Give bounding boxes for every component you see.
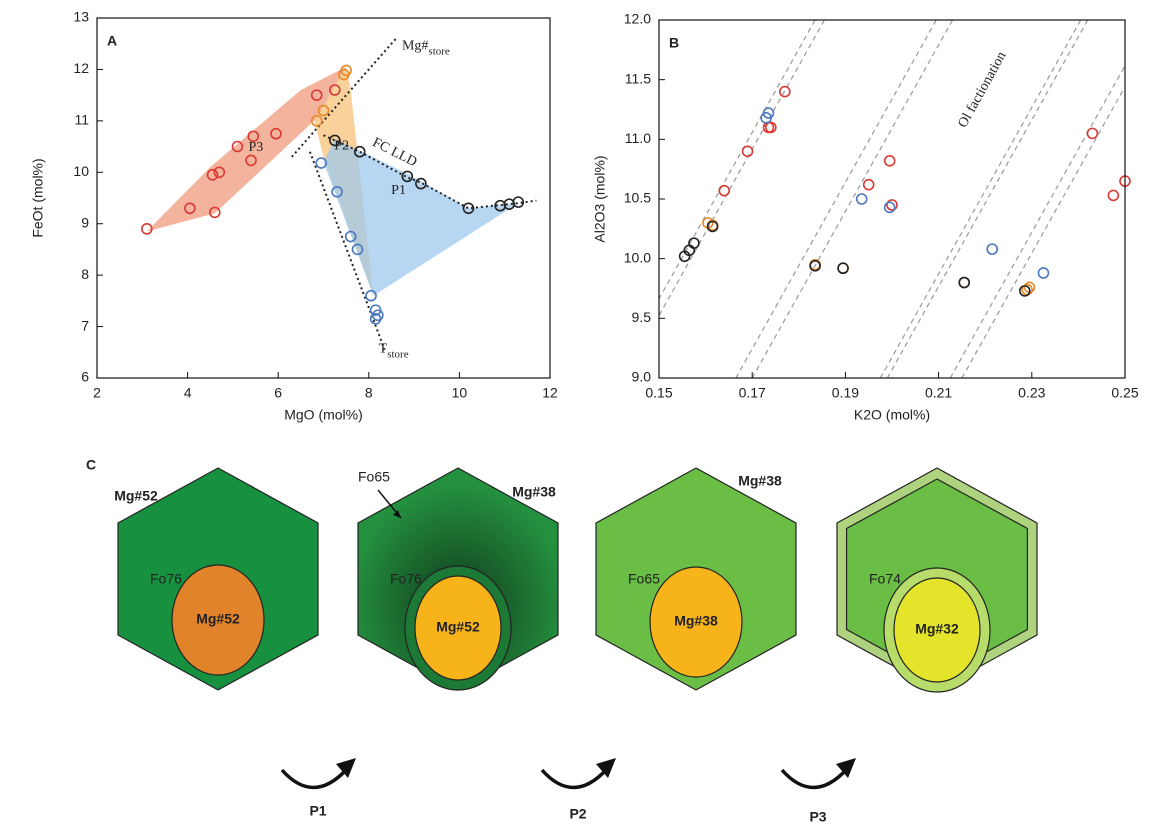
data-point bbox=[987, 244, 997, 254]
x-axis-label: MgO (mol%) bbox=[284, 407, 363, 423]
core-label: Mg#32 bbox=[915, 621, 959, 637]
y-tick-label: 12.0 bbox=[624, 11, 651, 27]
y-tick-label: 7 bbox=[81, 317, 89, 333]
rim-label: Fo65 bbox=[358, 469, 390, 485]
line-label: Mg#store bbox=[402, 39, 450, 57]
y-tick-label: 12 bbox=[73, 60, 89, 76]
y-tick-label: 13 bbox=[73, 9, 89, 25]
x-tick-label: 0.25 bbox=[1111, 385, 1138, 401]
x-tick-label: 4 bbox=[184, 385, 192, 401]
y-tick-label: 9 bbox=[81, 214, 89, 230]
data-point bbox=[885, 202, 895, 212]
data-point bbox=[838, 263, 848, 273]
region-label: P3 bbox=[249, 140, 264, 155]
data-point bbox=[1038, 268, 1048, 278]
region bbox=[147, 67, 346, 232]
data-point bbox=[743, 146, 753, 156]
x-tick-label: 6 bbox=[274, 385, 282, 401]
region bbox=[324, 139, 519, 296]
core-label: Mg#38 bbox=[674, 613, 718, 629]
plot: 0.15 0.17 0.19 0.21 0.23 0.25 9.0 9.5 10.0 10.5 11… bbox=[592, 11, 1154, 423]
region-label: P1 bbox=[391, 183, 406, 198]
y-tick-label: 6 bbox=[81, 369, 89, 385]
line-label: Tstore bbox=[379, 342, 409, 360]
y-tick-label: 9.5 bbox=[632, 309, 652, 325]
y-tick-label: 11 bbox=[74, 112, 89, 128]
x-tick-label: 0.21 bbox=[925, 385, 952, 401]
y-tick-label: 9.0 bbox=[632, 369, 652, 385]
x-tick-label: 2 bbox=[93, 385, 101, 401]
step-label: P2 bbox=[569, 806, 586, 822]
data-point bbox=[959, 278, 969, 288]
x-tick-label: 10 bbox=[452, 385, 468, 401]
x-tick-label: 8 bbox=[365, 385, 373, 401]
data-point bbox=[887, 200, 897, 210]
core-label: Mg#52 bbox=[436, 619, 480, 635]
y-tick-label: 10 bbox=[73, 163, 89, 179]
x-tick-label: 12 bbox=[542, 385, 558, 401]
figure: P3P2P1Mg#storeTstoreFC LLD24681012678910… bbox=[0, 0, 1154, 836]
y-axis-label: Al2O3 (mol%) bbox=[592, 155, 608, 242]
x-tick-label: 0.17 bbox=[739, 385, 766, 401]
plot-area bbox=[615, 20, 1154, 378]
mg-label: Mg#38 bbox=[512, 484, 556, 500]
mg-label: Mg#52 bbox=[114, 488, 158, 504]
mg-label: Mg#38 bbox=[738, 473, 782, 489]
data-point bbox=[864, 180, 874, 190]
y-tick-label: 8 bbox=[81, 266, 89, 282]
panel-label: C bbox=[86, 457, 96, 473]
y-tick-label: 10.0 bbox=[624, 249, 651, 265]
y-tick-label: 11.5 bbox=[625, 70, 651, 86]
step-arrow bbox=[542, 770, 606, 788]
data-point bbox=[1087, 128, 1097, 138]
data-point bbox=[885, 156, 895, 166]
y-tick-label: 11.0 bbox=[625, 130, 651, 146]
reference-line bbox=[752, 20, 952, 378]
data-point bbox=[719, 186, 729, 196]
annotation: Ol factionation bbox=[956, 49, 1010, 130]
step-arrow bbox=[782, 770, 846, 788]
reference-line bbox=[736, 20, 936, 378]
reference-line bbox=[880, 20, 1080, 378]
step-label: P1 bbox=[309, 803, 326, 819]
fo-label: Fo76 bbox=[390, 571, 422, 587]
data-point bbox=[857, 194, 867, 204]
y-axis-label: FeOt (mol%) bbox=[30, 158, 46, 237]
core-label: Mg#52 bbox=[196, 611, 240, 627]
plot-area bbox=[147, 67, 518, 296]
panel-label: B bbox=[669, 35, 679, 51]
data-point bbox=[366, 291, 376, 301]
plot-frame bbox=[659, 20, 1125, 378]
line-label-sub: store bbox=[428, 45, 450, 57]
panel-label: A bbox=[107, 33, 117, 49]
line-label-main: Mg# bbox=[402, 39, 428, 54]
step-arrow bbox=[282, 770, 346, 788]
reference-line bbox=[624, 20, 824, 378]
data-point bbox=[1108, 190, 1118, 200]
x-tick-label: 0.19 bbox=[832, 385, 859, 401]
x-axis-label: K2O (mol%) bbox=[854, 407, 930, 423]
reference-line bbox=[950, 20, 1150, 378]
fo-label: Fo65 bbox=[628, 571, 660, 587]
x-tick-label: 0.15 bbox=[645, 385, 672, 401]
x-tick-label: 0.23 bbox=[1018, 385, 1045, 401]
fo-label: Fo74 bbox=[869, 571, 901, 587]
fo-label: Fo76 bbox=[150, 571, 182, 587]
step-label: P3 bbox=[809, 809, 826, 825]
y-tick-label: 10.5 bbox=[624, 190, 651, 206]
plot-frame bbox=[97, 18, 550, 378]
line-label-sub: store bbox=[387, 348, 409, 360]
